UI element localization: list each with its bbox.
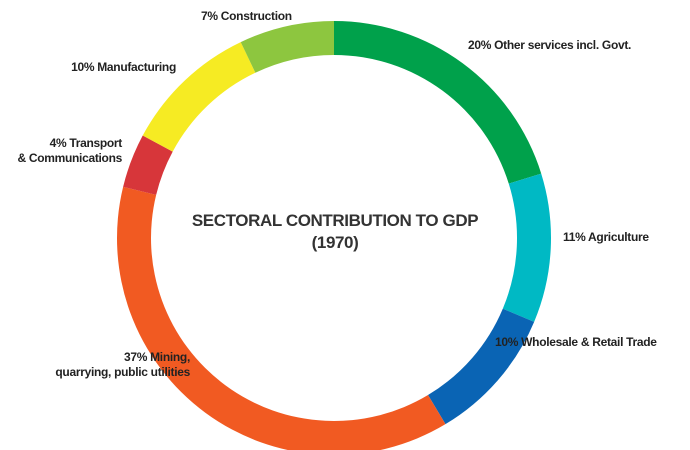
label-wholesale-retail: 10% Wholesale & Retail Trade bbox=[495, 335, 657, 349]
chart-title-line2: (1970) bbox=[311, 233, 359, 252]
label-transport: 4% Transport & Communications bbox=[0, 136, 122, 166]
slice-agriculture bbox=[502, 173, 552, 322]
label-other-services: 20% Other services incl. Govt. bbox=[468, 38, 632, 52]
chart-title: SECTORAL CONTRIBUTION TO GDP (1970) bbox=[185, 210, 485, 254]
slice-wholesale-retail bbox=[428, 308, 535, 425]
label-mining-line1: 37% Mining, bbox=[123, 350, 190, 364]
slice-transport bbox=[123, 135, 173, 195]
label-agriculture: 11% Agriculture bbox=[563, 230, 649, 244]
label-mining-line2: quarrying, public utilities bbox=[55, 365, 190, 379]
slice-construction bbox=[240, 21, 334, 73]
slice-manufacturing bbox=[142, 42, 256, 152]
label-transport-line1: 4% Transport bbox=[49, 136, 123, 150]
slice-mining bbox=[117, 186, 446, 450]
label-mining: 37% Mining, quarrying, public utilities bbox=[0, 350, 190, 380]
chart-title-line1: SECTORAL CONTRIBUTION TO GDP bbox=[191, 211, 479, 230]
label-transport-line2: & Communications bbox=[17, 151, 122, 165]
slice-other-services bbox=[334, 21, 542, 184]
label-manufacturing: 10% Manufacturing bbox=[71, 60, 176, 74]
label-construction: 7% Construction bbox=[201, 9, 292, 23]
